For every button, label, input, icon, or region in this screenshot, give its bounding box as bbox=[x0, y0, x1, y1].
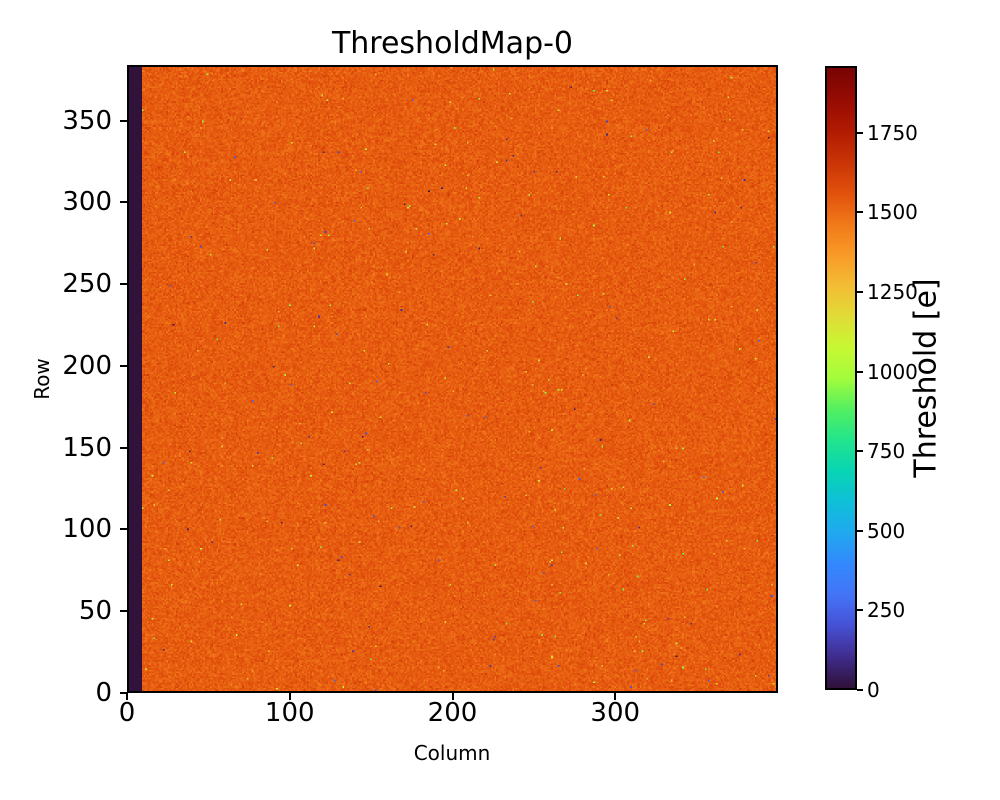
y-tick-mark bbox=[120, 692, 127, 694]
colorbar-tick-label: 0 bbox=[867, 678, 880, 702]
colorbar-tick-mark bbox=[857, 370, 863, 373]
y-tick-label: 200 bbox=[62, 350, 112, 381]
y-tick-mark bbox=[120, 119, 127, 122]
colorbar-tick-mark bbox=[857, 450, 863, 453]
colorbar-tick-label: 1000 bbox=[867, 359, 918, 384]
colorbar-canvas bbox=[827, 68, 855, 688]
colorbar-tick-mark bbox=[857, 211, 863, 214]
x-tick-mark bbox=[614, 693, 617, 700]
colorbar-tick-mark bbox=[857, 609, 863, 612]
colorbar-tick-mark bbox=[857, 291, 863, 294]
y-tick-label: 250 bbox=[62, 269, 112, 300]
x-tick-label: 100 bbox=[264, 698, 315, 728]
y-tick-label: 0 bbox=[95, 678, 112, 708]
colorbar-tick-mark bbox=[857, 131, 863, 134]
y-tick-label: 350 bbox=[62, 105, 112, 136]
colorbar-tick-label: 1250 bbox=[867, 280, 918, 305]
x-tick-label: 200 bbox=[427, 698, 478, 728]
y-tick-label: 50 bbox=[78, 596, 112, 627]
x-tick-label: 300 bbox=[590, 698, 641, 728]
colorbar-tick-label: 1750 bbox=[867, 120, 918, 145]
heatmap-plot-area bbox=[127, 65, 778, 693]
y-tick-label: 150 bbox=[62, 432, 112, 463]
x-tick-mark bbox=[288, 693, 291, 700]
y-tick-mark bbox=[120, 283, 127, 286]
colorbar-tick-label: 250 bbox=[867, 598, 906, 623]
x-tick-label: 0 bbox=[118, 698, 136, 728]
y-tick-mark bbox=[120, 610, 127, 613]
colorbar-tick-label: 1500 bbox=[867, 200, 918, 225]
y-tick-label: 300 bbox=[62, 187, 112, 218]
y-tick-mark bbox=[120, 364, 127, 367]
x-tick-mark bbox=[126, 693, 128, 700]
colorbar-tick-mark bbox=[857, 529, 863, 532]
chart-title: ThresholdMap-0 bbox=[331, 26, 574, 61]
y-tick-mark bbox=[120, 446, 127, 449]
heatmap-canvas bbox=[129, 67, 776, 691]
colorbar-tick-label: 500 bbox=[867, 518, 906, 543]
y-tick-mark bbox=[120, 201, 127, 204]
colorbar-tick-label: 750 bbox=[867, 439, 906, 464]
colorbar-tick-mark bbox=[857, 689, 863, 691]
y-tick-mark bbox=[120, 528, 127, 531]
x-tick-mark bbox=[451, 693, 454, 700]
x-axis-label: Column bbox=[413, 741, 491, 765]
colorbar bbox=[825, 66, 857, 690]
y-tick-label: 100 bbox=[62, 514, 112, 545]
